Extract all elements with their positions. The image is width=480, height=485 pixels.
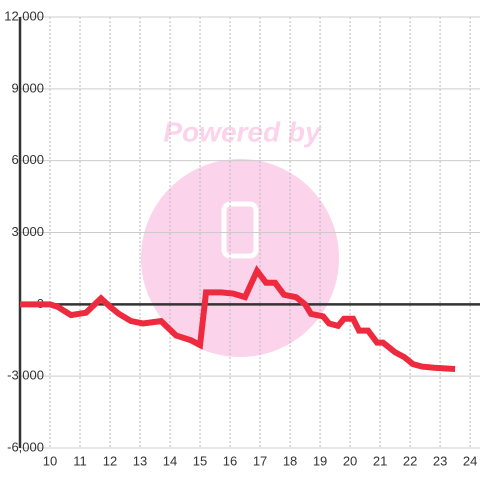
x-tick-label: 22 <box>403 453 417 468</box>
y-tick-label: 6,000 <box>11 152 44 167</box>
x-tick-label: 18 <box>283 453 297 468</box>
x-tick-label: 11 <box>73 453 87 468</box>
x-tick-label: 15 <box>193 453 207 468</box>
x-tick-label: 13 <box>133 453 147 468</box>
x-tick-label: 20 <box>343 453 357 468</box>
line-series <box>20 264 456 372</box>
x-tick-label: 21 <box>373 453 387 468</box>
x-tick-label: 19 <box>313 453 327 468</box>
x-tick-label: 24 <box>463 453 477 468</box>
watermark-icon <box>221 201 259 259</box>
grid <box>18 16 480 449</box>
labels: 10 11 12 13 14 15 16 17 18 19 20 21 22 23 24 -6,000 -3,0… <box>4 8 477 468</box>
y-tick-label: -3,000 <box>7 368 44 383</box>
x-tick-label: 10 <box>43 453 57 468</box>
y-tick-label: 3,000 <box>11 224 44 239</box>
watermark-text: Powered by <box>163 116 322 147</box>
y-tick-label: 12,000 <box>4 8 44 23</box>
x-tick-label: 16 <box>223 453 237 468</box>
x-tick-label: 17 <box>253 453 267 468</box>
x-tick-label: 14 <box>163 453 177 468</box>
y-tick-label: -6,000 <box>7 439 44 454</box>
x-tick-label: 23 <box>433 453 447 468</box>
watermark: Powered by <box>141 116 339 357</box>
y-tick-label: 9,000 <box>11 80 44 95</box>
x-tick-label: 12 <box>103 453 117 468</box>
